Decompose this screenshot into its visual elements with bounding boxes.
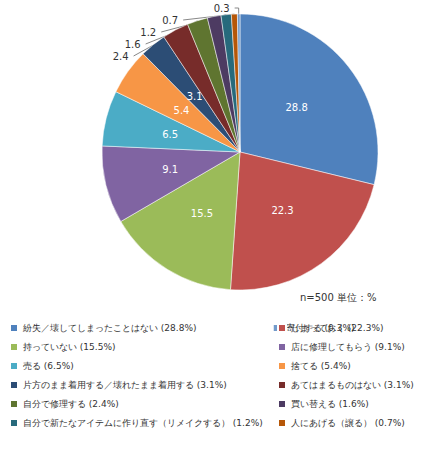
- svg-text:店に修理してもらう (9.1%): 店に修理してもらう (9.1%): [291, 342, 405, 352]
- svg-text:28.8: 28.8: [285, 102, 307, 113]
- svg-text:片方のまま着用する／壊れたまま着用する (3.1%): 片方のまま着用する／壊れたまま着用する (3.1%): [23, 380, 227, 390]
- svg-text:15.5: 15.5: [191, 208, 213, 219]
- svg-text:5.4: 5.4: [174, 105, 190, 116]
- svg-text:3.1: 3.1: [187, 91, 203, 102]
- svg-text:1.6: 1.6: [125, 39, 141, 50]
- svg-text:買い替える (1.6%): 買い替える (1.6%): [291, 399, 369, 409]
- svg-text:0.7: 0.7: [162, 15, 178, 26]
- svg-text:捨てる (5.4%): 捨てる (5.4%): [291, 361, 351, 371]
- svg-text:売る (6.5%): 売る (6.5%): [23, 361, 74, 371]
- svg-text:0.3: 0.3: [214, 3, 230, 14]
- svg-text:22.3: 22.3: [271, 205, 293, 216]
- svg-text:人にあげる（譲る） (0.7%): 人にあげる（譲る） (0.7%): [291, 418, 405, 428]
- svg-text:持っていない (15.5%): 持っていない (15.5%): [23, 342, 115, 352]
- svg-text:6.5: 6.5: [162, 129, 178, 140]
- svg-text:紛失／壊してしまったことはない (28.8%): 紛失／壊してしまったことはない (28.8%): [22, 323, 196, 333]
- svg-text:1.2: 1.2: [140, 27, 156, 38]
- svg-text:しまっておく (22.3%): しまっておく (22.3%): [291, 323, 383, 333]
- svg-text:自分で新たなアイテムに作り直す（リメイクする） (1.2%): 自分で新たなアイテムに作り直す（リメイクする） (1.2%): [23, 418, 263, 428]
- svg-text:自分で修理する (2.4%): 自分で修理する (2.4%): [23, 399, 119, 409]
- svg-text:あてはまるものはない (3.1%): あてはまるものはない (3.1%): [291, 380, 414, 390]
- svg-text:n=500 単位：%: n=500 単位：%: [300, 292, 376, 303]
- svg-text:9.1: 9.1: [162, 164, 178, 175]
- svg-text:2.4: 2.4: [113, 51, 129, 62]
